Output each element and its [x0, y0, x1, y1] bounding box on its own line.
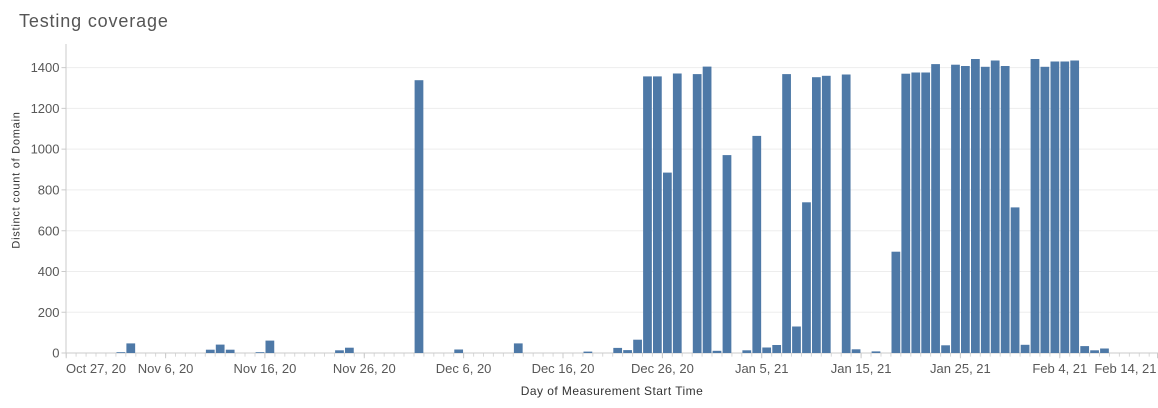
svg-text:Jan 25, 21: Jan 25, 21 — [930, 361, 991, 376]
svg-text:Dec 26, 20: Dec 26, 20 — [631, 361, 694, 376]
svg-text:800: 800 — [38, 183, 60, 198]
svg-text:Nov 16, 20: Nov 16, 20 — [233, 361, 296, 376]
svg-text:Feb 4, 21: Feb 4, 21 — [1032, 361, 1087, 376]
svg-text:Jan 5, 21: Jan 5, 21 — [735, 361, 789, 376]
svg-text:Feb 14, 21: Feb 14, 21 — [1094, 361, 1156, 376]
svg-text:600: 600 — [38, 223, 60, 238]
svg-text:1200: 1200 — [31, 101, 60, 116]
svg-text:1400: 1400 — [31, 60, 60, 75]
svg-text:200: 200 — [38, 305, 60, 320]
svg-text:1000: 1000 — [31, 142, 60, 157]
svg-text:Jan 15, 21: Jan 15, 21 — [831, 361, 892, 376]
svg-text:Oct 27, 20: Oct 27, 20 — [66, 361, 126, 376]
svg-text:Dec 16, 20: Dec 16, 20 — [532, 361, 595, 376]
svg-text:Testing coverage: Testing coverage — [19, 11, 169, 31]
svg-text:Day of Measurement Start Time: Day of Measurement Start Time — [521, 384, 703, 398]
svg-text:400: 400 — [38, 264, 60, 279]
svg-text:Nov 26, 20: Nov 26, 20 — [333, 361, 396, 376]
svg-text:Dec 6, 20: Dec 6, 20 — [436, 361, 492, 376]
svg-text:0: 0 — [52, 346, 59, 361]
svg-text:Distinct count of Domain: Distinct count of Domain — [11, 111, 23, 248]
svg-text:Nov 6, 20: Nov 6, 20 — [138, 361, 194, 376]
